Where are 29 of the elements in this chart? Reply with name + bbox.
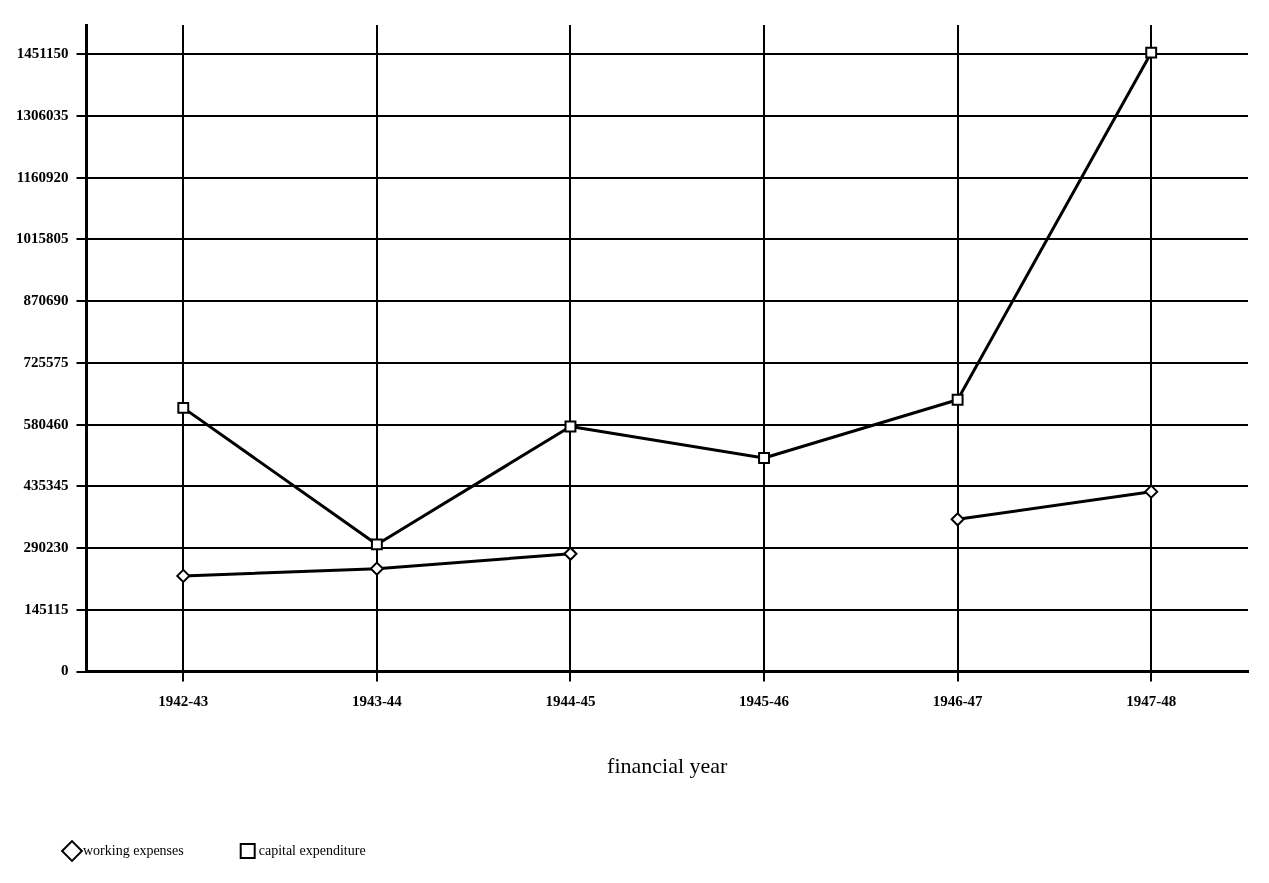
y-tick-label: 0: [61, 662, 69, 679]
point: [1145, 46, 1158, 59]
point: [950, 512, 965, 527]
x-tick-label: 1943-44: [351, 693, 403, 710]
x-axis-title: financial year: [607, 752, 729, 778]
x-tick-label: 1945-46: [739, 693, 790, 710]
y-tick-label: 580460: [23, 415, 69, 432]
point: [177, 401, 190, 414]
point: [176, 568, 191, 583]
y-tick-label: 290230: [23, 539, 69, 556]
legend-label: working expenses: [83, 842, 184, 858]
y-tick-label: 145115: [24, 600, 69, 617]
y-tick-label: 435345: [23, 477, 69, 494]
y-tick-label: 1160920: [16, 168, 69, 185]
y-tick-label: 870690: [23, 292, 69, 309]
point: [758, 452, 770, 464]
y-tick-label: 725575: [23, 353, 69, 370]
y-tick-label: 1306035: [16, 106, 69, 123]
y-tick-label: 1015805: [16, 230, 69, 247]
x-tick-label: 1944-45: [545, 693, 596, 710]
y-tick-label: 1451150: [16, 45, 69, 62]
x-tick-label: 1947-48: [1126, 693, 1177, 710]
point: [370, 538, 383, 551]
point: [951, 393, 964, 406]
x-tick-label: 1942-43: [158, 693, 209, 710]
legend-label: capital expenditure: [258, 842, 366, 858]
point: [564, 420, 577, 433]
point: [369, 561, 384, 576]
x-tick-label: 1946-47: [932, 693, 984, 710]
